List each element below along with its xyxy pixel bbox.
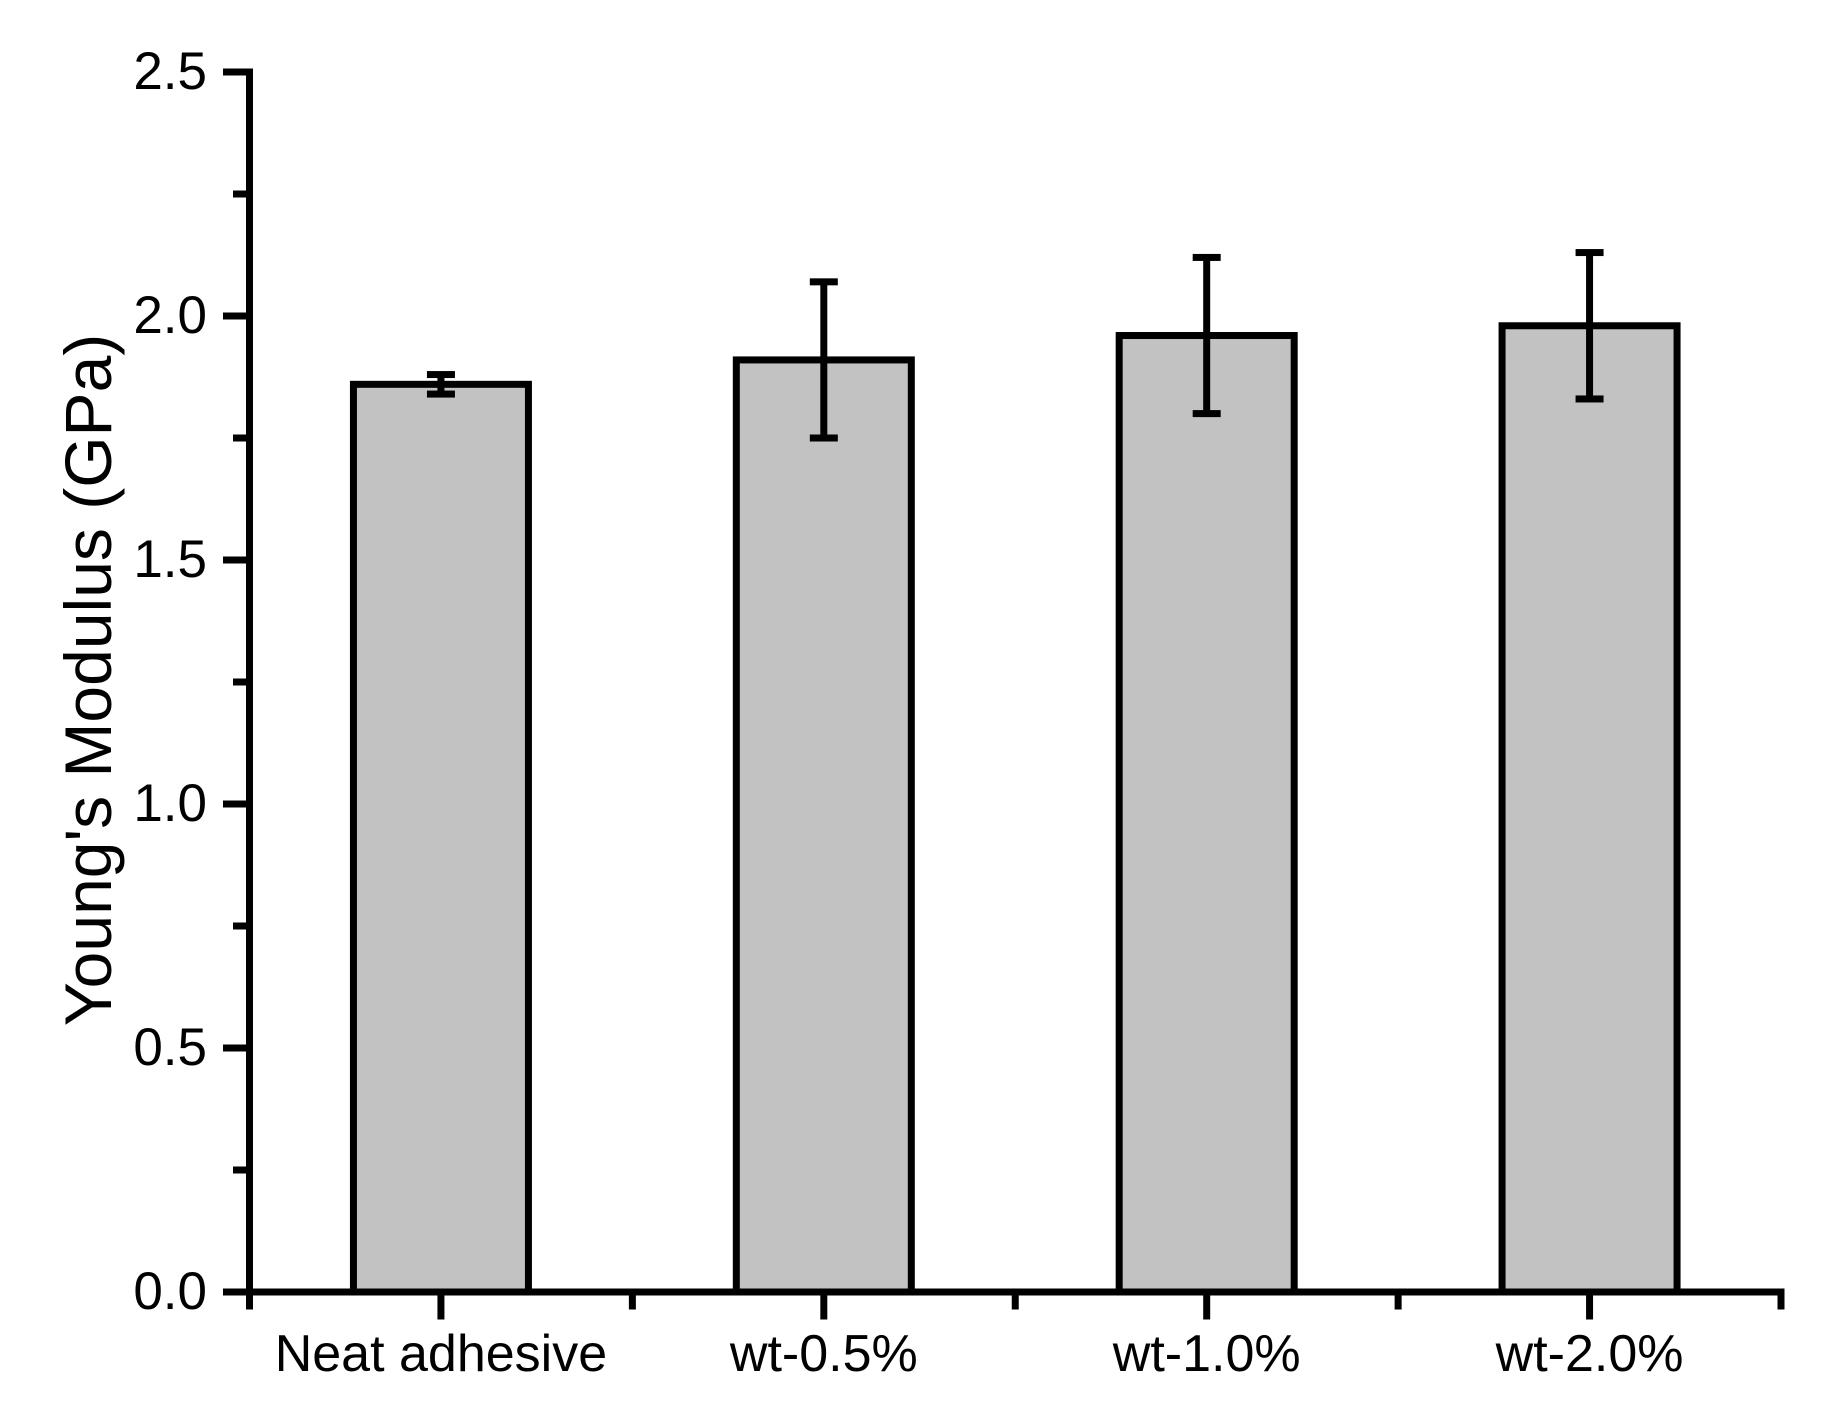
error-bar-cap-top-3 [1575,249,1604,257]
error-bar-line-1 [820,281,828,438]
y-minor-tick [233,922,246,930]
x-category-label: wt-1.0% [1112,1325,1301,1383]
y-minor-tick [233,1166,246,1174]
y-tick-label: 0.5 [133,1018,207,1077]
error-bar-cap-top-0 [426,371,455,379]
error-bar-cap-bottom-2 [1192,410,1221,418]
x-boundary-tick [246,1295,253,1310]
x-boundary-tick [628,1295,636,1310]
bar-3 [1498,322,1681,1296]
error-bar-line-0 [437,374,445,395]
y-axis-title: Young's Modulus (GPa) [51,333,125,1027]
y-tick-label: 2.0 [133,286,207,345]
bar-0 [349,380,532,1296]
x-boundary-tick [1011,1295,1019,1310]
y-tick-label: 0.0 [133,1262,207,1321]
error-bar-line-3 [1586,252,1594,399]
bar-2 [1115,332,1298,1296]
y-major-tick [223,1044,246,1052]
x-center-tick [820,1295,828,1320]
y-major-tick [223,312,246,320]
y-minor-tick [233,190,246,198]
y-tick-label: 1.0 [133,774,207,833]
x-center-tick [1203,1295,1211,1320]
y-tick-label: 1.5 [133,530,207,589]
x-category-label: Neat adhesive [274,1325,608,1383]
y-axis-line [246,68,253,1296]
y-minor-tick [233,678,246,686]
error-bar-line-2 [1203,257,1211,414]
x-axis-line [246,1288,1785,1296]
y-major-tick [223,68,246,76]
error-bar-cap-top-2 [1192,253,1221,261]
error-bar-cap-bottom-1 [809,434,838,442]
x-category-label: wt-2.0% [1495,1325,1684,1383]
x-boundary-tick [1777,1295,1785,1310]
y-major-tick [223,1288,246,1296]
x-boundary-tick [1394,1295,1402,1310]
y-major-tick [223,800,246,808]
y-tick-label: 2.5 [133,42,207,101]
x-center-tick [1586,1295,1594,1320]
bar-1 [732,356,915,1296]
y-minor-tick [233,434,246,442]
x-center-tick [437,1295,445,1320]
error-bar-cap-bottom-0 [426,390,455,398]
error-bar-cap-bottom-3 [1575,395,1604,403]
x-category-label: wt-0.5% [729,1325,918,1383]
y-major-tick [223,556,246,564]
error-bar-cap-top-1 [809,278,838,286]
